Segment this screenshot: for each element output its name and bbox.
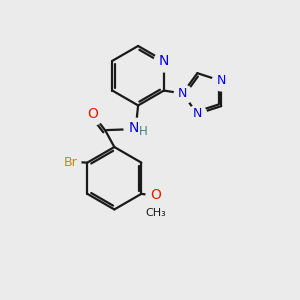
Text: N: N (193, 107, 202, 120)
Text: O: O (88, 107, 98, 121)
Text: H: H (139, 125, 148, 138)
Text: O: O (150, 188, 161, 202)
Text: N: N (159, 54, 169, 68)
Text: Br: Br (64, 155, 78, 169)
Text: N: N (128, 121, 139, 135)
Text: N: N (217, 74, 226, 87)
Text: CH₃: CH₃ (145, 208, 166, 218)
Text: N: N (178, 87, 187, 100)
